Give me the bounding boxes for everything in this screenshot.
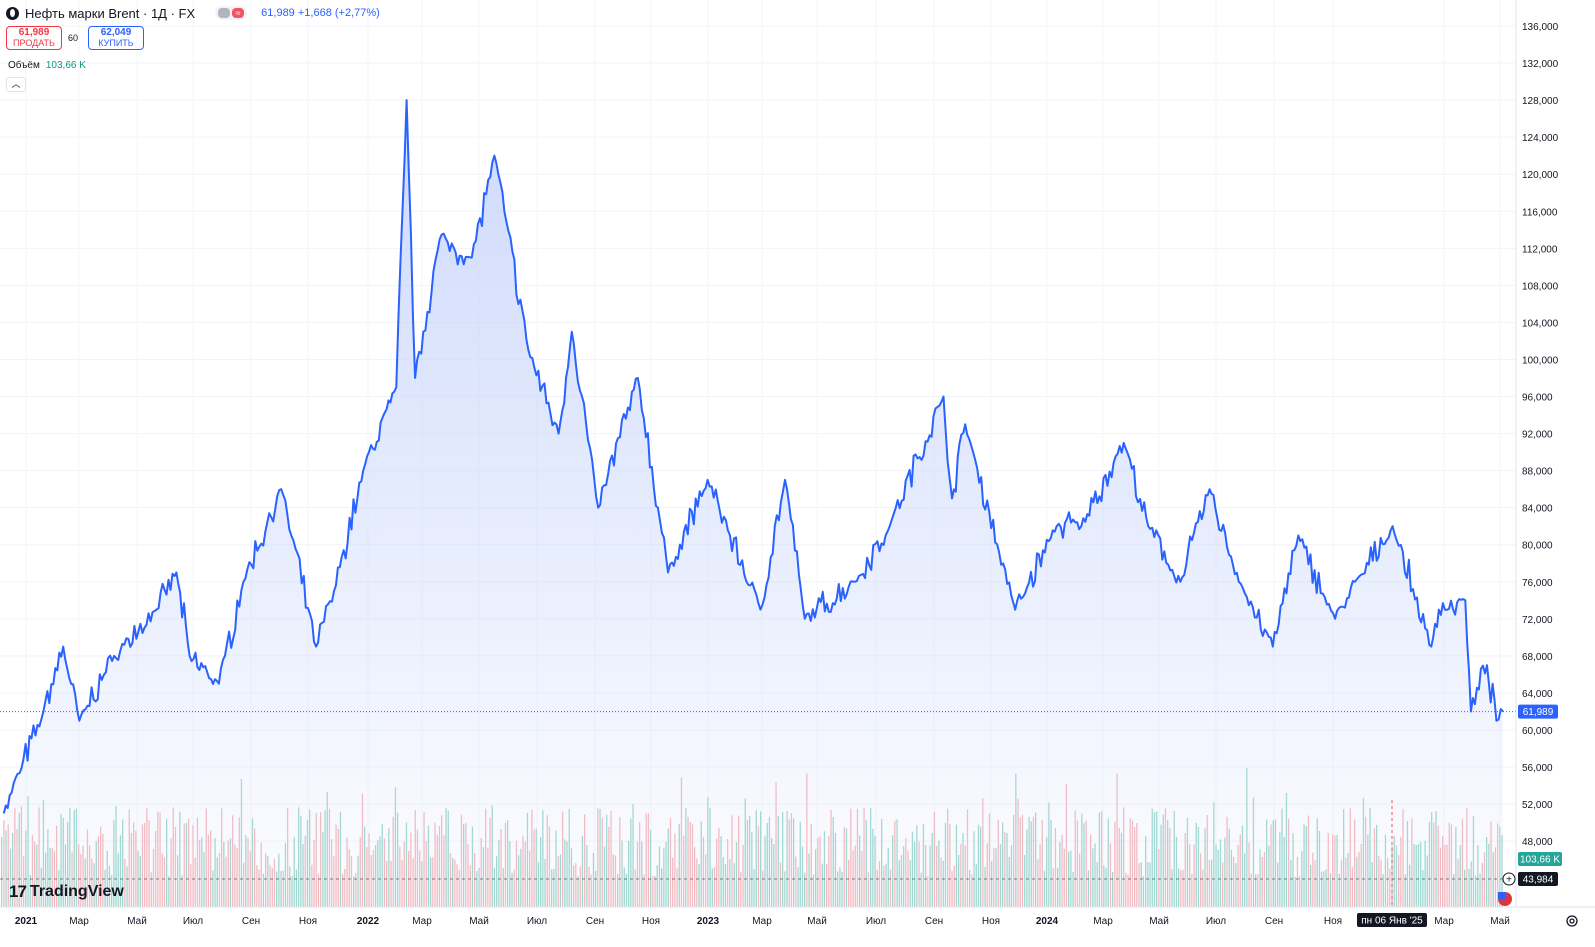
price-tick-label: 104,000 bbox=[1522, 318, 1559, 329]
time-tick-label: Ноя bbox=[299, 916, 317, 927]
buy-button[interactable]: 62,049 КУПИТЬ bbox=[88, 26, 144, 50]
time-tick-label: Мар bbox=[69, 916, 89, 927]
sell-button[interactable]: 61,989 ПРОДАТЬ bbox=[6, 26, 62, 50]
price-tick-label: 72,000 bbox=[1522, 615, 1553, 626]
legend-change: +1,668 bbox=[297, 7, 332, 19]
crosshair-price-badge-bg bbox=[1518, 872, 1558, 886]
legend-last-price: 61,989 bbox=[261, 7, 295, 19]
time-tick-label: Июл bbox=[527, 916, 547, 927]
price-tick-label: 120,000 bbox=[1522, 170, 1559, 181]
price-tick-label: 96,000 bbox=[1522, 393, 1553, 404]
price-tick-label: 48,000 bbox=[1522, 837, 1553, 848]
plus-glyph: + bbox=[1506, 875, 1512, 886]
buy-label: КУПИТЬ bbox=[98, 38, 134, 48]
spread-value: 60 bbox=[67, 33, 78, 43]
time-tick-label: 2024 bbox=[1036, 916, 1059, 927]
volume-legend[interactable]: Объём 103,66 K bbox=[8, 60, 86, 71]
time-tick-label: Ноя bbox=[982, 916, 1000, 927]
volume-badge: 103,66 K bbox=[1520, 855, 1560, 866]
time-tick-label: Мар bbox=[1093, 916, 1113, 927]
sell-price: 61,989 bbox=[18, 27, 50, 38]
time-tick-label: Сен bbox=[925, 916, 943, 927]
time-tick-label: Май bbox=[1490, 916, 1510, 927]
time-tick-label: Июл bbox=[866, 916, 886, 927]
crosshair-price-badge: 43,984 bbox=[1523, 875, 1554, 886]
price-tick-label: 124,000 bbox=[1522, 133, 1559, 144]
droplet-icon bbox=[6, 6, 19, 20]
collapse-legend-button[interactable]: ︿ bbox=[6, 77, 26, 92]
buy-price: 62,049 bbox=[100, 27, 132, 38]
time-tick-label: Май bbox=[127, 916, 147, 927]
settings-gear-icon[interactable] bbox=[1565, 914, 1579, 928]
crosshair-date-badge-bg bbox=[1357, 913, 1427, 927]
price-axis[interactable]: 136,000 132,000 128,000 124,000 120,000 116,0… bbox=[1522, 22, 1559, 848]
chevron-up-icon: ︿ bbox=[11, 79, 21, 89]
price-tick-label: 116,000 bbox=[1522, 207, 1558, 218]
tradingview-logo-icon: 17 bbox=[9, 882, 27, 901]
price-tick-label: 112,000 bbox=[1522, 244, 1558, 255]
axis-badges: 61,989 103,66 K 43,984 пн 06 Янв '25 + bbox=[1357, 704, 1562, 927]
time-tick-label: Ноя bbox=[642, 916, 660, 927]
time-axis[interactable]: 2021 Мар Май Июл Сен Ноя 2022 Мар Май Июл Сен Ноя 20… bbox=[15, 916, 1510, 927]
price-series-line bbox=[2, 99, 1504, 814]
time-tick-label: 2021 bbox=[15, 916, 38, 927]
price-tick-label: 136,000 bbox=[1522, 22, 1559, 33]
volume-badge-bg bbox=[1518, 852, 1562, 866]
time-tick-label: 2023 bbox=[697, 916, 720, 927]
time-tick-label: Мар bbox=[1434, 916, 1454, 927]
symbol-legend: Нефть марки Brent · 1Д · FX ≈ 61,989 +1,… bbox=[6, 4, 380, 22]
volume-bar bbox=[1, 837, 3, 907]
legend-values: 61,989 +1,668 (+2,77%) bbox=[261, 7, 380, 19]
price-tick-label: 108,000 bbox=[1522, 281, 1559, 292]
volume-label: Объём bbox=[8, 60, 40, 71]
us-flag-canton bbox=[1498, 892, 1505, 899]
trade-buttons: 61,989 ПРОДАТЬ 60 62,049 КУПИТЬ bbox=[6, 26, 144, 50]
market-status-pill[interactable]: ≈ bbox=[215, 6, 248, 20]
volume-value: 103,66 K bbox=[45, 60, 86, 71]
symbol-title[interactable]: Нефть марки Brent · 1Д · FX bbox=[25, 5, 196, 21]
price-area-fill bbox=[3, 100, 1503, 908]
time-tick-label: Июл bbox=[183, 916, 203, 927]
approx-icon: ≈ bbox=[232, 8, 245, 18]
time-tick-label: Сен bbox=[242, 916, 260, 927]
minus-icon bbox=[218, 8, 231, 18]
time-tick-label: Сен bbox=[586, 916, 604, 927]
logo-text: TradingView bbox=[29, 883, 124, 900]
last-price-badge: 61,989 bbox=[1523, 707, 1554, 718]
time-tick-label: Мар bbox=[752, 916, 772, 927]
last-price-badge-bg bbox=[1518, 704, 1558, 719]
sell-label: ПРОДАТЬ bbox=[13, 38, 55, 48]
price-tick-label: 100,000 bbox=[1522, 355, 1559, 366]
time-tick-label: Июл bbox=[1206, 916, 1226, 927]
time-tick-label: Май bbox=[469, 916, 489, 927]
tradingview-logo[interactable]: 17 TradingView bbox=[9, 882, 124, 902]
price-tick-label: 76,000 bbox=[1522, 578, 1553, 589]
time-tick-label: Мар bbox=[412, 916, 432, 927]
price-tick-label: 88,000 bbox=[1522, 467, 1553, 478]
time-tick-label: Май bbox=[1149, 916, 1169, 927]
price-tick-label: 128,000 bbox=[1522, 96, 1559, 107]
time-tick-label: Сен bbox=[1265, 916, 1283, 927]
legend-change-pct: (+2,77%) bbox=[334, 7, 380, 19]
time-tick-label: Ноя bbox=[1324, 916, 1342, 927]
crosshair-date-badge: пн 06 Янв '25 bbox=[1361, 916, 1423, 927]
time-tick-label: Май bbox=[807, 916, 827, 927]
price-tick-label: 60,000 bbox=[1522, 726, 1553, 737]
price-tick-label: 68,000 bbox=[1522, 652, 1553, 663]
price-tick-label: 52,000 bbox=[1522, 800, 1553, 811]
price-tick-label: 84,000 bbox=[1522, 504, 1553, 515]
price-tick-label: 80,000 bbox=[1522, 541, 1553, 552]
price-tick-label: 132,000 bbox=[1522, 59, 1559, 70]
price-tick-label: 56,000 bbox=[1522, 763, 1553, 774]
time-tick-label: 2022 bbox=[357, 916, 380, 927]
price-tick-label: 64,000 bbox=[1522, 689, 1553, 700]
add-alert-plus-icon[interactable] bbox=[1502, 872, 1516, 886]
price-tick-label: 92,000 bbox=[1522, 430, 1553, 441]
